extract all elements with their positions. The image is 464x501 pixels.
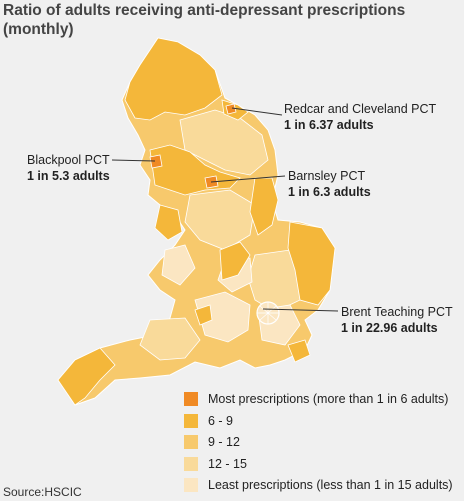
legend-swatch-most [184, 392, 198, 406]
legend-swatch-9-12 [184, 435, 198, 449]
legend-label-12-15: 12 - 15 [208, 457, 247, 471]
region-6-9 [249, 177, 279, 236]
region-6-9 [124, 37, 223, 121]
callout-brent-value: 1 in 22.96 adults [341, 321, 438, 335]
callout-blackpool: Blackpool PCT 1 in 5.3 adults [27, 152, 110, 184]
leader-brent [262, 308, 339, 312]
region-6-9 [57, 347, 116, 406]
callout-barnsley-name: Barnsley PCT [288, 169, 366, 183]
legend-label-6-9: 6 - 9 [208, 414, 234, 428]
region-least [194, 291, 251, 343]
callout-redcar: Redcar and Cleveland PCT 1 in 6.37 adult… [284, 101, 436, 133]
region-6-9 [154, 204, 183, 241]
region-6-9 [219, 241, 251, 281]
callout-brent: Brent Teaching PCT 1 in 22.96 adults [341, 304, 453, 336]
callout-brent-name: Brent Teaching PCT [341, 305, 453, 319]
legend-label-least: Least prescriptions (less than 1 in 15 a… [208, 478, 453, 492]
legend-swatch-12-15 [184, 457, 198, 471]
region-least [161, 244, 196, 286]
leader-redcar [231, 107, 283, 116]
region-12-15 [184, 189, 256, 251]
london-borders [257, 302, 279, 324]
callout-redcar-name: Redcar and Cleveland PCT [284, 102, 437, 116]
region-most [225, 103, 237, 115]
leader-blackpool [111, 159, 156, 162]
legend-swatch-least [184, 478, 198, 492]
callout-barnsley-value: 1 in 6.3 adults [288, 185, 371, 199]
callout-barnsley: Barnsley PCT 1 in 6.3 adults [288, 168, 371, 200]
region-most [149, 154, 163, 169]
legend-label-9-12: 9 - 12 [208, 435, 240, 449]
region-6-9 [287, 221, 336, 306]
source-note: Source:HSCIC [3, 485, 82, 499]
region-12-15 [139, 317, 201, 361]
map-title: Ratio of adults receiving anti-depressan… [3, 2, 406, 38]
callout-redcar-value: 1 in 6.37 adults [284, 118, 374, 132]
legend-label-most: Most prescriptions (more than 1 in 6 adu… [208, 392, 449, 406]
region-6-9 [194, 304, 213, 326]
callout-blackpool-value: 1 in 5.3 adults [27, 169, 110, 183]
leader-barnsley [210, 175, 286, 183]
region-6-9 [287, 339, 311, 363]
callout-blackpool-name: Blackpool PCT [27, 153, 110, 167]
legend-swatch-6-9 [184, 414, 198, 428]
